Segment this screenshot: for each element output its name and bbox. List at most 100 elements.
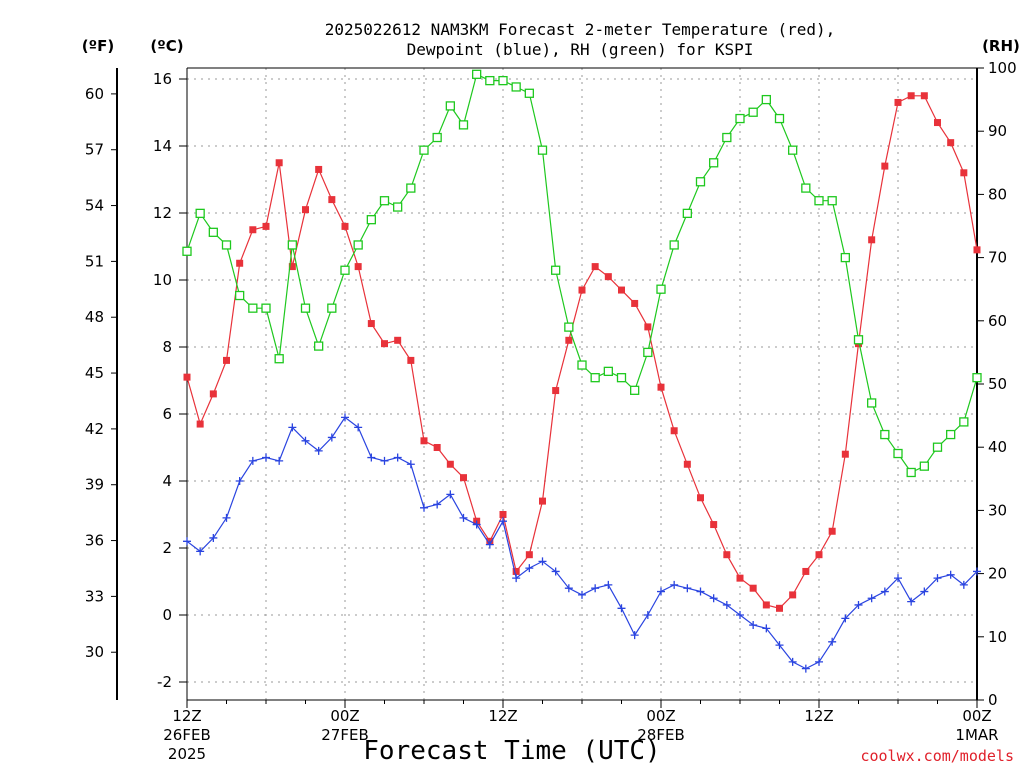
rh-point bbox=[577, 360, 587, 370]
temperature-point bbox=[223, 356, 230, 364]
rh-point bbox=[788, 145, 798, 155]
dewpoint-point bbox=[946, 570, 955, 579]
celsius-tick-label: 6 bbox=[162, 405, 172, 423]
rh-point bbox=[498, 75, 508, 86]
temperature-point bbox=[394, 336, 402, 344]
temperature-point bbox=[209, 390, 217, 398]
rh-point bbox=[235, 290, 245, 301]
rh-point bbox=[801, 183, 811, 193]
temperature-point bbox=[341, 222, 349, 230]
celsius-tick-label: 2 bbox=[162, 539, 172, 557]
rh-point bbox=[287, 240, 297, 250]
tick-labels: -2 0 2 4 6 8 10 12 14 16 30 33 36 39 42 45 48 51 54 57 60 0 10… bbox=[85, 59, 1017, 763]
dewpoint-point bbox=[907, 597, 916, 606]
dewpoint-point bbox=[854, 600, 863, 609]
temperature-point bbox=[644, 323, 652, 331]
rh-point bbox=[406, 183, 416, 193]
dewpoint-point bbox=[643, 611, 652, 619]
dewpoint-point bbox=[472, 520, 481, 529]
celsius-tick-label: 12 bbox=[153, 204, 172, 222]
dewpoint-point bbox=[762, 624, 771, 633]
rh-point bbox=[300, 303, 311, 313]
dewpoint-point bbox=[788, 657, 797, 666]
temperature-point bbox=[367, 320, 375, 328]
rh-point bbox=[182, 246, 192, 256]
rh-point bbox=[432, 132, 442, 143]
celsius-tick-label: 10 bbox=[153, 271, 172, 289]
dewpoint-point bbox=[327, 433, 336, 442]
dewpoint-point bbox=[393, 453, 402, 462]
rh-point bbox=[840, 252, 850, 263]
x-tick-label: 26FEB bbox=[163, 726, 210, 744]
dewpoint-point bbox=[367, 453, 376, 462]
x-tick-label: 00Z bbox=[330, 707, 359, 725]
rh-tick-label: 90 bbox=[988, 122, 1007, 140]
rh-point bbox=[932, 442, 943, 452]
rh-tick-label: 80 bbox=[988, 185, 1007, 203]
dewpoint-point bbox=[973, 567, 981, 576]
x-tick-label: 27FEB bbox=[321, 726, 368, 744]
temperature-point bbox=[789, 591, 797, 599]
rh-point bbox=[906, 467, 916, 478]
rh-point bbox=[722, 132, 732, 143]
temperature-point bbox=[749, 584, 757, 592]
rh-point bbox=[682, 208, 692, 219]
dewpoint-point bbox=[288, 423, 297, 432]
temperature-point bbox=[697, 494, 704, 502]
dewpoint-point bbox=[920, 587, 929, 596]
dewpoint-point bbox=[828, 637, 837, 646]
rh-point bbox=[366, 215, 376, 225]
rh-tick-label: 0 bbox=[988, 691, 998, 709]
rh-point bbox=[748, 107, 758, 117]
rh-point bbox=[472, 69, 482, 79]
rh-point bbox=[630, 385, 640, 395]
temperature-point bbox=[315, 165, 323, 173]
rh-point bbox=[419, 145, 429, 155]
rh-point bbox=[643, 347, 653, 358]
dewpoint-point bbox=[657, 587, 665, 596]
rh-point bbox=[735, 113, 745, 124]
temperature-point bbox=[723, 551, 731, 559]
rh-point bbox=[814, 196, 824, 206]
temperature-point bbox=[815, 551, 823, 559]
temperature-point bbox=[973, 246, 981, 254]
dewpoint-point bbox=[551, 567, 560, 576]
temperature-point bbox=[275, 159, 283, 167]
rh-point bbox=[590, 373, 600, 383]
rh-point bbox=[524, 88, 534, 98]
rh-point bbox=[261, 303, 271, 313]
temperature-point bbox=[512, 567, 520, 575]
dewpoint-point bbox=[736, 611, 744, 619]
temperature-point bbox=[960, 169, 968, 177]
temperature-point bbox=[868, 236, 876, 244]
dewpoint-point bbox=[696, 587, 705, 596]
celsius-tick-label: -2 bbox=[157, 673, 172, 691]
dewpoint-point bbox=[880, 587, 889, 596]
grid-lines bbox=[187, 68, 977, 700]
rh-point bbox=[195, 208, 205, 219]
chart-title-line2: Dewpoint (blue), RH (green) for KSPI bbox=[407, 40, 754, 59]
temperature-point bbox=[552, 387, 560, 395]
dewpoint-point bbox=[933, 574, 942, 583]
rh-point bbox=[248, 303, 258, 313]
dewpoint-point bbox=[722, 600, 731, 609]
dewpoint-point bbox=[196, 547, 205, 556]
dewpoint-point bbox=[406, 460, 415, 469]
temperature-point bbox=[828, 527, 836, 535]
dewpoint-point bbox=[815, 657, 823, 666]
rh-point bbox=[867, 398, 877, 408]
rh-point bbox=[709, 158, 719, 168]
temperature-point bbox=[841, 450, 849, 458]
rh-point bbox=[669, 240, 679, 250]
fahrenheit-tick-label: 51 bbox=[85, 252, 104, 270]
dewpoint-point bbox=[485, 540, 494, 549]
temperature-point bbox=[947, 139, 955, 147]
dewpoint-point bbox=[683, 584, 692, 593]
dewpoint-point bbox=[314, 446, 323, 455]
temperature-point bbox=[802, 567, 810, 575]
rh-point bbox=[314, 341, 324, 351]
x-tick-label: 00Z bbox=[962, 707, 991, 725]
rh-point bbox=[485, 75, 495, 86]
temperature-point bbox=[196, 420, 204, 428]
